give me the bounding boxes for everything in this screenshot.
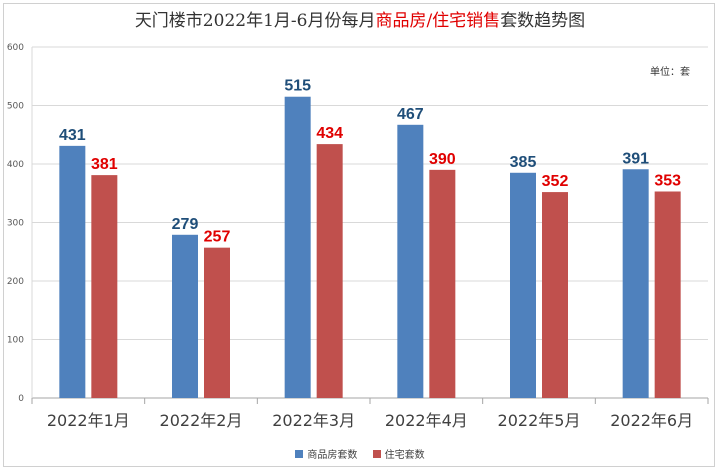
bar-series2 bbox=[542, 192, 568, 398]
data-label: 279 bbox=[172, 216, 199, 233]
x-tick-label: 2022年2月 bbox=[160, 411, 243, 430]
legend-swatch-series1 bbox=[295, 449, 304, 458]
legend-label-series1: 商品房套数 bbox=[307, 450, 358, 461]
bar-series2 bbox=[91, 175, 118, 398]
x-tick-label: 2022年5月 bbox=[498, 411, 581, 430]
bar-series2 bbox=[429, 169, 456, 398]
legend-label-series2: 住宅套数 bbox=[384, 450, 425, 461]
bar-series2 bbox=[316, 144, 343, 398]
bar-series1 bbox=[59, 145, 86, 398]
data-label: 352 bbox=[542, 173, 569, 190]
legend-item-series2: 住宅套数 bbox=[372, 446, 425, 461]
y-tick-label: 500 bbox=[7, 102, 24, 112]
y-tick-label: 200 bbox=[7, 277, 24, 287]
bar-series2 bbox=[204, 247, 230, 398]
x-tick-label: 2022年3月 bbox=[272, 411, 355, 430]
x-tick-label: 2022年4月 bbox=[385, 411, 468, 430]
bar-series2 bbox=[654, 191, 681, 398]
unit-label: 单位：套 bbox=[650, 67, 690, 78]
y-tick-label: 100 bbox=[7, 336, 24, 346]
legend-swatch-series2 bbox=[372, 449, 381, 458]
title-highlight: 商品房/住宅销售 bbox=[375, 11, 501, 31]
y-tick-label: 300 bbox=[7, 219, 24, 229]
legend: 商品房套数 住宅套数 bbox=[0, 446, 720, 461]
bar-series1 bbox=[172, 234, 198, 398]
data-label: 390 bbox=[429, 151, 456, 168]
data-label: 391 bbox=[622, 150, 649, 167]
x-tick-label: 2022年1月 bbox=[47, 411, 130, 430]
bar-series1 bbox=[397, 124, 424, 399]
legend-item-series1: 商品房套数 bbox=[295, 446, 357, 461]
data-label: 353 bbox=[654, 172, 681, 189]
data-label: 431 bbox=[59, 127, 86, 144]
chart-frame bbox=[3, 3, 715, 467]
bar-series1 bbox=[510, 172, 536, 398]
data-label: 381 bbox=[91, 156, 118, 173]
data-label: 257 bbox=[204, 229, 231, 246]
x-tick-label: 2022年6月 bbox=[610, 411, 693, 430]
bar-series1 bbox=[284, 96, 311, 398]
title-prefix: 天门楼市2022年1月-6月份每月 bbox=[134, 11, 376, 31]
data-label: 515 bbox=[284, 78, 311, 95]
y-tick-label: 400 bbox=[7, 160, 24, 170]
y-tick-label: 0 bbox=[18, 394, 24, 404]
data-label: 467 bbox=[397, 106, 424, 123]
data-label: 385 bbox=[510, 154, 537, 171]
chart-title: 天门楼市2022年1月-6月份每月商品房/住宅销售套数趋势图 bbox=[0, 6, 720, 31]
data-label: 434 bbox=[316, 125, 343, 142]
y-tick-label: 600 bbox=[7, 43, 24, 53]
title-suffix: 套数趋势图 bbox=[500, 11, 586, 31]
bar-series1 bbox=[622, 169, 649, 398]
